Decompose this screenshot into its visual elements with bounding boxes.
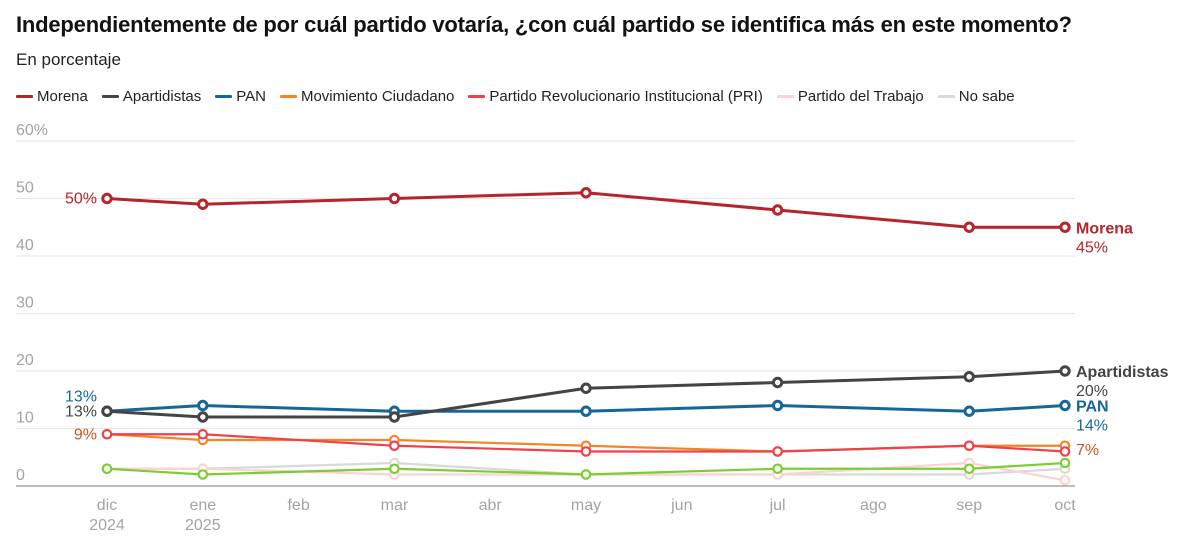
data-point <box>1059 221 1071 233</box>
x-tick-label: ene <box>189 497 216 514</box>
legend-item: Partido del Trabajo <box>776 88 924 105</box>
x-tick-label: sep <box>956 497 982 514</box>
legend-label: No sabe <box>958 88 1015 105</box>
start-value-label: 9% <box>74 426 97 443</box>
data-point <box>101 192 113 205</box>
legend-item: PAN <box>215 88 266 105</box>
data-point <box>580 382 592 394</box>
x-tick-label: ago <box>860 497 887 514</box>
data-point <box>1059 399 1071 412</box>
end-series-name: Morena <box>1076 220 1133 237</box>
legend-swatch <box>101 95 119 98</box>
legend-item: Apartidistas <box>101 88 202 105</box>
x-tick-label: oct <box>1054 497 1076 514</box>
data-point <box>388 192 401 205</box>
data-point <box>1059 457 1071 469</box>
end-value-label: 20% <box>1076 383 1108 400</box>
data-point <box>580 187 592 199</box>
data-point <box>771 376 784 389</box>
legend-swatch <box>776 95 794 98</box>
end-value-label: 45% <box>1076 239 1108 256</box>
legend-label: Movimiento Ciudadano <box>300 88 455 105</box>
data-point <box>963 221 975 233</box>
chart-title: Independientemente de por cuál partido v… <box>16 12 1072 37</box>
data-point <box>389 463 400 475</box>
end-series-name: PAN <box>1076 399 1109 416</box>
x-tick-label: abr <box>479 497 503 514</box>
legend-label: PAN <box>236 88 266 105</box>
x-tick-year: 2024 <box>89 517 125 534</box>
x-tick-year: 2025 <box>185 517 221 534</box>
data-point <box>580 405 592 417</box>
data-point <box>197 399 209 412</box>
data-point <box>101 463 113 475</box>
legend-swatch <box>215 95 233 98</box>
x-tick-label: jul <box>769 497 786 514</box>
x-tick-label: jun <box>670 497 692 514</box>
end-series-name: Apartidistas <box>1076 364 1169 381</box>
legend-item: Partido Revolucionario Institucional (PR… <box>468 88 763 105</box>
end-value-label: 14% <box>1076 418 1108 435</box>
data-point <box>772 463 783 475</box>
legend-swatch <box>937 95 955 98</box>
y-tick-label: 40 <box>16 237 34 254</box>
data-point <box>1059 365 1071 377</box>
y-tick-label: 20 <box>16 352 34 369</box>
legend-item: Morena <box>16 88 88 105</box>
legend-label: Morena <box>37 88 88 105</box>
legend-swatch <box>279 95 297 98</box>
y-tick-label: 50 <box>16 180 34 197</box>
data-point <box>963 440 975 452</box>
data-point <box>963 463 975 475</box>
y-tick-label: 0 <box>16 467 25 484</box>
y-tick-label: 10 <box>16 410 34 427</box>
start-value-label: 13% <box>65 388 97 405</box>
y-tick-label: 30 <box>16 295 34 312</box>
y-tick-label: 60% <box>16 122 48 139</box>
x-tick-label: feb <box>287 497 309 514</box>
data-point <box>197 198 209 210</box>
legend-label: Partido del Trabajo <box>797 88 924 105</box>
legend-swatch <box>16 95 33 98</box>
x-tick-label: mar <box>381 497 409 514</box>
data-point <box>197 469 209 480</box>
legend-label: Apartidistas <box>122 88 202 105</box>
legend-swatch <box>468 95 486 98</box>
data-point <box>388 411 401 423</box>
x-tick-label: dic <box>97 497 117 514</box>
data-point <box>771 204 784 216</box>
data-point <box>772 446 783 457</box>
data-point <box>580 446 592 457</box>
chart-subtitle: En porcentaje <box>16 50 121 69</box>
data-point <box>197 428 209 440</box>
data-point <box>771 399 784 412</box>
start-value-label: 13% <box>65 403 97 420</box>
data-point <box>1059 474 1071 486</box>
end-value-label: 7% <box>1076 442 1099 459</box>
data-point <box>580 469 592 480</box>
data-point <box>963 405 975 417</box>
legend: Morena Apartidistas PAN Movimiento Ciudadan… <box>16 88 1015 105</box>
data-point <box>197 411 209 423</box>
legend-item: Movimiento Ciudadano <box>279 88 455 105</box>
legend-item: No sabe <box>937 88 1015 105</box>
data-point <box>1059 446 1071 457</box>
data-point <box>963 371 975 383</box>
data-point <box>389 440 400 452</box>
data-point <box>101 405 113 417</box>
legend-label: Partido Revolucionario Institucional (PR… <box>489 88 763 105</box>
data-point <box>101 428 113 440</box>
x-tick-label: may <box>571 497 601 514</box>
start-value-label: 50% <box>65 191 97 208</box>
